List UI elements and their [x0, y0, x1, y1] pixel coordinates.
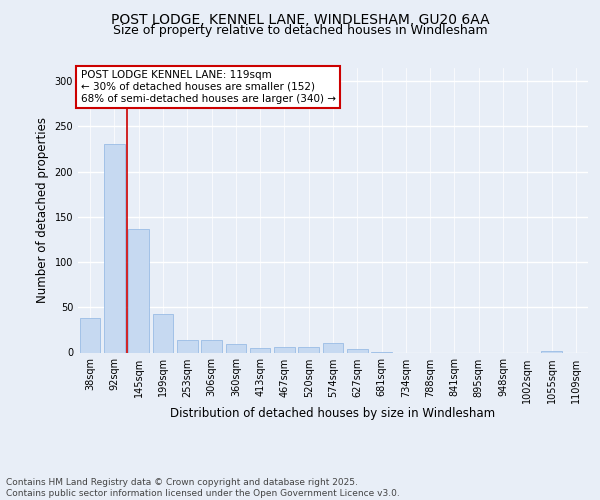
Y-axis label: Number of detached properties: Number of detached properties [36, 117, 49, 303]
Bar [104, 144, 125, 352]
Bar [128, 228, 149, 352]
Bar [80, 318, 100, 352]
Bar [152, 314, 173, 352]
X-axis label: Distribution of detached houses by size in Windlesham: Distribution of detached houses by size … [170, 407, 496, 420]
Text: Contains HM Land Registry data © Crown copyright and database right 2025.
Contai: Contains HM Land Registry data © Crown c… [6, 478, 400, 498]
Bar [298, 347, 319, 352]
Bar [541, 350, 562, 352]
Bar [347, 349, 368, 352]
Bar [250, 348, 271, 352]
Bar [177, 340, 197, 352]
Text: POST LODGE KENNEL LANE: 119sqm
← 30% of detached houses are smaller (152)
68% of: POST LODGE KENNEL LANE: 119sqm ← 30% of … [80, 70, 335, 104]
Bar [226, 344, 246, 352]
Text: POST LODGE, KENNEL LANE, WINDLESHAM, GU20 6AA: POST LODGE, KENNEL LANE, WINDLESHAM, GU2… [110, 12, 490, 26]
Text: Size of property relative to detached houses in Windlesham: Size of property relative to detached ho… [113, 24, 487, 37]
Bar [323, 344, 343, 352]
Bar [201, 340, 222, 352]
Bar [274, 347, 295, 352]
